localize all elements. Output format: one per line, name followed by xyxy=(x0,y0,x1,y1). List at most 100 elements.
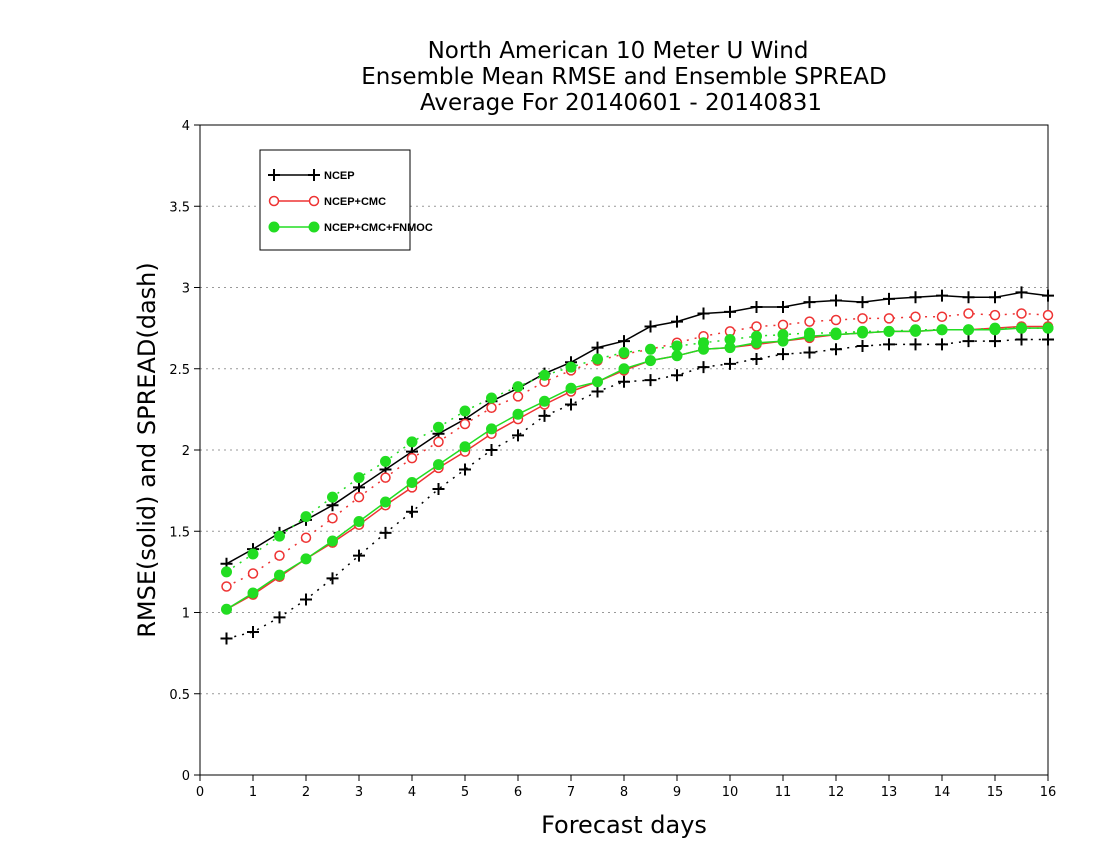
ncep-cmc-fnmoc-rmse-line xyxy=(226,327,1048,610)
ncep-cmc-fnmoc-rmse-point xyxy=(777,335,789,347)
ncep-cmc-fnmoc-spread-point xyxy=(433,421,444,433)
x-tick-label: 16 xyxy=(1040,785,1057,800)
ncep-spread-point xyxy=(750,353,763,365)
ncep-cmc-spread-point xyxy=(247,568,259,579)
ncep-spread-point xyxy=(1015,333,1028,346)
x-tick-label: 13 xyxy=(881,785,898,800)
ncep-spread-point xyxy=(909,338,922,351)
legend-item-ncep-cmc-fnmoc: NCEP+CMC+FNMOC xyxy=(268,221,433,234)
x-tick-label: 5 xyxy=(461,785,469,800)
ncep-cmc-fnmoc-rmse-point xyxy=(724,342,736,354)
ncep-cmc-fnmoc-rmse-point xyxy=(857,327,868,339)
ncep-spread-point xyxy=(485,444,498,456)
ncep-cmc-spread-point xyxy=(221,581,232,592)
ncep-cmc-fnmoc-rmse-point xyxy=(883,325,895,337)
ncep-cmc-fnmoc-rmse-point xyxy=(751,337,762,349)
ncep-rmse-point xyxy=(936,289,948,302)
ncep-cmc-spread-point xyxy=(910,311,921,322)
ncep-cmc-spread-point xyxy=(830,314,842,326)
chart-title-line-3: Average For 20140601 - 20140831 xyxy=(420,90,822,116)
ncep-rmse-point xyxy=(989,291,1001,304)
data-series xyxy=(220,286,1054,645)
ncep-cmc-fnmoc-rmse-point xyxy=(1042,322,1054,334)
x-tick-label: 8 xyxy=(620,785,628,800)
ncep-spread-point xyxy=(406,505,418,518)
x-tick-label: 9 xyxy=(673,785,681,800)
y-tick-label: 3 xyxy=(182,282,190,297)
ncep-rmse-point xyxy=(618,335,630,348)
ncep-spread-point xyxy=(830,343,842,356)
legend-label: NCEP xyxy=(324,170,355,182)
legend-marker xyxy=(308,221,320,233)
ncep-spread-point xyxy=(379,526,392,539)
ncep-cmc-fnmoc-spread-point xyxy=(671,340,683,352)
ncep-cmc-fnmoc-spread-point xyxy=(512,381,524,393)
ncep-cmc-fnmoc-spread-point xyxy=(274,530,285,542)
ncep-cmc-fnmoc-rmse-point xyxy=(433,459,444,471)
legend-box xyxy=(259,149,411,251)
ncep-spread-point xyxy=(512,429,524,442)
ncep-rmse-point xyxy=(591,341,604,354)
x-tick-label: 6 xyxy=(514,785,522,800)
ncep-cmc-fnmoc-rmse-point xyxy=(353,516,365,527)
ncep-spread-point xyxy=(273,611,286,624)
ncep-cmc-fnmoc-spread-point xyxy=(327,491,338,503)
ncep-spread-point xyxy=(353,549,365,562)
x-tick-label: 2 xyxy=(302,785,310,800)
ncep-cmc-fnmoc-rmse-point xyxy=(1016,322,1027,334)
legend-label: NCEP+CMC+FNMOC xyxy=(324,222,433,234)
legend-marker xyxy=(268,195,280,207)
ncep-cmc-fnmoc-rmse-point xyxy=(963,324,974,336)
ncep-cmc-fnmoc-rmse-point xyxy=(380,496,391,508)
ncep-spread-point xyxy=(989,335,1001,348)
ncep-rmse-point xyxy=(777,301,789,313)
y-axis-label: RMSE(solid) and SPREAD(dash) xyxy=(133,262,161,638)
ncep-rmse-point xyxy=(353,481,365,494)
ncep-cmc-fnmoc-rmse-point xyxy=(512,408,524,420)
ncep-cmc-fnmoc-spread-point xyxy=(539,369,550,381)
legend-label: NCEP+CMC xyxy=(324,196,386,208)
ncep-spread-line xyxy=(226,338,1048,640)
ncep-rmse-point xyxy=(1015,286,1028,299)
ncep-spread-point xyxy=(803,346,816,359)
y-tick-label: 4 xyxy=(182,119,190,134)
ncep-rmse-point xyxy=(750,301,763,313)
ncep-spread-point xyxy=(671,369,683,382)
legend: NCEP NCEP+CMC NCEP+CMC+FNMOC xyxy=(259,149,433,251)
ncep-cmc-fnmoc-rmse-point xyxy=(539,395,550,407)
ncep-cmc-fnmoc-spread-point xyxy=(645,343,656,355)
ncep-cmc-spread-point xyxy=(512,391,524,402)
ncep-cmc-fnmoc-rmse-point xyxy=(618,363,630,375)
ncep-rmse-point xyxy=(724,305,736,318)
x-tick-label: 10 xyxy=(722,785,739,800)
y-tick-label: 1.5 xyxy=(169,525,190,540)
y-tick-label: 0 xyxy=(182,769,190,784)
ncep-spread-point xyxy=(777,348,789,361)
x-tick-label: 7 xyxy=(567,785,575,800)
ncep-rmse-point xyxy=(1042,289,1054,302)
ncep-cmc-fnmoc-spread-point xyxy=(247,548,259,560)
y-tick-label: 2 xyxy=(182,444,190,459)
y-tick-label: 0.5 xyxy=(169,688,190,703)
ncep-cmc-spread-point xyxy=(300,532,312,543)
ncep-spread-point xyxy=(247,626,259,638)
x-tick-label: 0 xyxy=(196,785,204,800)
ncep-cmc-spread-point xyxy=(857,313,868,324)
ncep-spread-point xyxy=(618,375,630,388)
legend-marker xyxy=(268,221,280,233)
series-ncep-cmc xyxy=(221,308,1054,615)
axis-ticks: 00.511.522.533.540 1 2 3 4 5 6 7 8 9 10 11 12 13 14 15 1… xyxy=(169,119,1056,800)
ncep-cmc-spread-point xyxy=(327,513,338,524)
ncep-spread-point xyxy=(962,335,975,348)
ncep-cmc-spread-point xyxy=(1016,308,1027,319)
ncep-cmc-spread-point xyxy=(1042,309,1054,321)
ncep-rmse-line xyxy=(226,291,1049,565)
ncep-rmse-point xyxy=(697,307,710,320)
ncep-spread-point xyxy=(883,338,895,351)
ncep-spread-point xyxy=(936,338,948,351)
ncep-cmc-spread-point xyxy=(353,491,365,503)
ncep-cmc-spread-point xyxy=(936,311,948,322)
ncep-cmc-fnmoc-rmse-point xyxy=(406,477,418,488)
x-tick-label: 1 xyxy=(249,785,257,800)
